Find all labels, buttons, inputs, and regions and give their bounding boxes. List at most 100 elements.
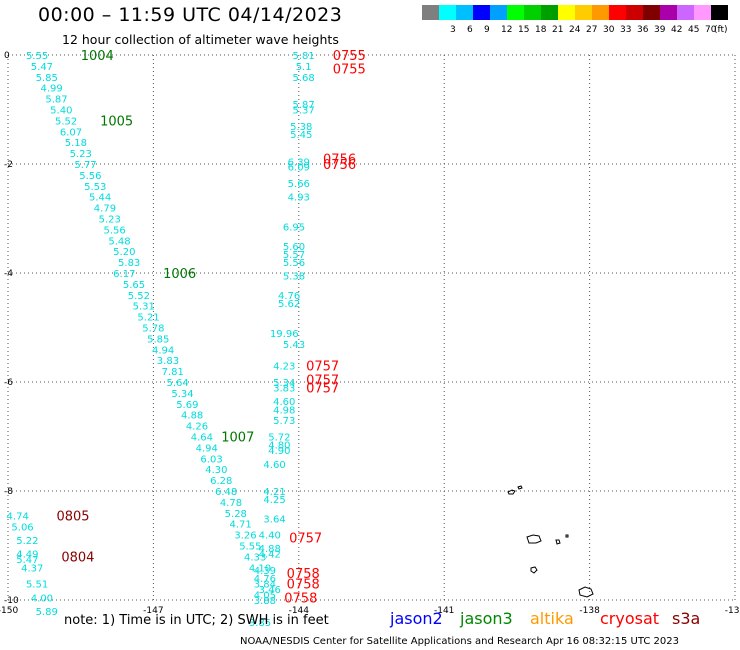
wave-height-label: 5.85 <box>147 334 169 345</box>
pass-time-label: 0758 <box>284 591 317 606</box>
pass-time-label: 0755 <box>333 63 366 78</box>
wave-height-label: 4.88 <box>181 411 203 422</box>
wave-height-label: 5.18 <box>65 138 87 149</box>
legend-item-altika: altika <box>530 609 574 628</box>
wave-height-label: 5.34 <box>273 378 295 389</box>
color-swatch <box>456 5 473 20</box>
wave-height-label: 3.26 <box>234 531 256 542</box>
color-scale-label: 30 <box>603 25 615 35</box>
wave-height-label: 5.37 <box>293 106 315 117</box>
wave-height-label: 6.07 <box>60 127 82 138</box>
color-swatch <box>422 5 439 20</box>
wave-height-label: 5.85 <box>36 73 58 84</box>
wave-height-label: 5.51 <box>26 580 48 591</box>
y-tick-label: -4 <box>4 269 13 279</box>
wave-height-label: 5.23 <box>99 215 121 226</box>
y-tick-label: 0 <box>4 51 10 61</box>
wave-height-label: 5.65 <box>123 280 145 291</box>
legend-item-s3a: s3a <box>672 609 701 628</box>
wave-height-label: 4.80 <box>268 441 290 452</box>
wave-height-label: 5.38 <box>290 122 312 133</box>
wave-height-label: 4.79 <box>94 204 116 215</box>
color-swatch <box>626 5 643 20</box>
color-scale-label: 21 <box>552 25 564 35</box>
wave-height-label: 5.83 <box>118 258 140 269</box>
wave-height-label: 5.62 <box>278 299 300 310</box>
wave-height-label: 4.99 <box>40 84 62 95</box>
wave-height-label: 6.03 <box>200 454 222 465</box>
wave-height-label: 5.56 <box>79 171 101 182</box>
wave-height-label: 3.46 <box>259 585 281 596</box>
wave-height-label: 4.25 <box>263 495 285 506</box>
wave-height-label: 4.76 <box>278 291 300 302</box>
island-outline <box>565 534 569 538</box>
color-swatch <box>507 5 524 20</box>
wave-height-label: 4.94 <box>152 345 174 356</box>
wave-height-label: 5.20 <box>113 247 135 258</box>
y-tick-label: -10 <box>4 596 19 606</box>
color-swatch <box>558 5 575 20</box>
color-scale-label: 45 <box>688 25 700 35</box>
wave-height-label: 5.47 <box>31 62 53 73</box>
pass-time-label: 0758 <box>287 578 320 593</box>
wave-height-label: 4.94 <box>196 443 218 454</box>
color-scale-label: 12 <box>501 25 513 35</box>
color-scale-label: 24 <box>569 25 581 35</box>
wave-height-label: 3.85 <box>249 618 271 629</box>
color-scale-label: 6 <box>467 25 473 35</box>
pass-time-label: 0804 <box>61 550 94 565</box>
wave-height-label: 5.45 <box>290 130 312 141</box>
wave-height-label: 5.66 <box>288 179 310 190</box>
pass-time-label: 0756 <box>323 153 356 168</box>
wave-height-label: 5.68 <box>293 73 315 84</box>
wave-height-label: 4.88 <box>259 544 281 555</box>
color-swatch <box>677 5 694 20</box>
color-scale-label: 33 <box>620 25 632 35</box>
color-scale-label: 39 <box>654 25 666 35</box>
wave-height-label: 4.33 <box>244 552 266 563</box>
wave-height-label: 5.78 <box>142 324 164 335</box>
wave-height-label: 5.53 <box>84 182 106 193</box>
wave-height-label: 4.90 <box>268 446 290 457</box>
wave-height-label: 3.83 <box>157 356 179 367</box>
wave-height-label: 3.84 <box>254 580 276 591</box>
color-scale-label: 15 <box>518 25 530 35</box>
wave-height-label: 5.52 <box>55 116 77 127</box>
pass-time-label: 0757 <box>306 381 339 396</box>
island-outline <box>507 489 516 495</box>
wave-height-label: 5.43 <box>283 340 305 351</box>
color-scale-label: 27 <box>586 25 598 35</box>
color-swatch <box>694 5 711 20</box>
wave-height-label: 3.88 <box>254 596 276 607</box>
wave-height-label: 5.87 <box>293 100 315 111</box>
legend-item-jason2: jason2 <box>390 609 443 628</box>
wave-height-label: 4.30 <box>205 465 227 476</box>
wave-height-label: 4.71 <box>230 520 252 531</box>
wave-height-label: 5.72 <box>268 433 290 444</box>
wave-height-label: 4.93 <box>288 193 310 204</box>
wave-height-label: 4.21 <box>263 487 285 498</box>
color-swatch <box>643 5 660 20</box>
wave-height-label: 5.52 <box>128 291 150 302</box>
wave-height-label: 4.23 <box>273 362 295 373</box>
wave-height-label: 5.28 <box>225 509 247 520</box>
wave-height-label: 5.38 <box>283 272 305 283</box>
credit-line: NOAA/NESDIS Center for Satellite Applica… <box>240 636 679 647</box>
wave-height-label: 6.17 <box>113 269 135 280</box>
wave-height-label: 4.26 <box>186 422 208 433</box>
wave-height-label: 5.21 <box>137 313 159 324</box>
island-outline <box>578 586 594 598</box>
wave-height-label: 5.55 <box>239 542 261 553</box>
pass-time-label: 0757 <box>289 531 322 546</box>
wave-height-label: 6.48 <box>215 487 237 498</box>
wave-height-label: 4.64 <box>191 433 213 444</box>
island-outline <box>526 534 542 544</box>
color-swatch <box>575 5 592 20</box>
wave-height-label: 4.49 <box>16 550 38 561</box>
wave-height-label: 5.23 <box>70 149 92 160</box>
wave-height-label: 5.57 <box>283 250 305 261</box>
y-tick-label: -2 <box>4 160 13 170</box>
x-tick-label: -144 <box>289 606 310 616</box>
x-tick-label: -138 <box>579 606 600 616</box>
